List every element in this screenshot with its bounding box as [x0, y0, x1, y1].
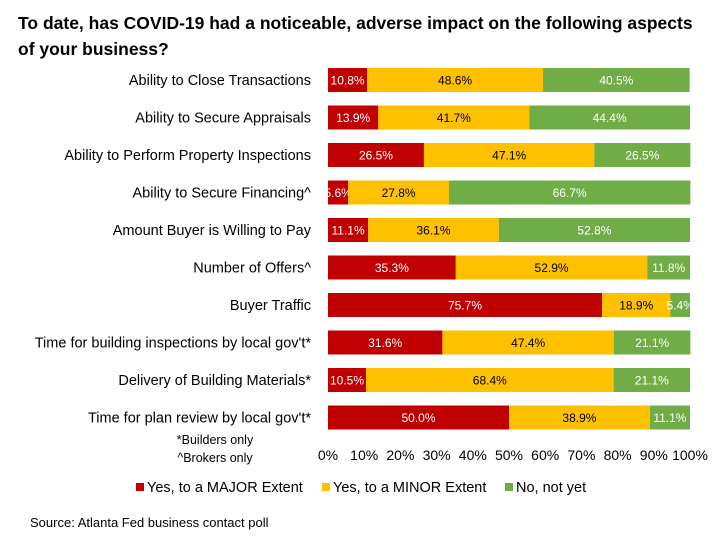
- bar-segment-no: [613, 368, 690, 392]
- data-label: 47.4%: [511, 336, 545, 350]
- x-tick-label: 20%: [386, 447, 414, 463]
- bar-segment-major: [328, 105, 379, 130]
- bar-segment-major: [328, 143, 424, 167]
- bar-segment-no: [670, 293, 690, 317]
- data-label: 11.1%: [653, 411, 686, 425]
- data-label: 68.4%: [473, 374, 507, 388]
- data-label: 27.8%: [382, 186, 416, 200]
- x-tick-label: 30%: [423, 447, 451, 463]
- data-label: 10.5%: [330, 374, 364, 388]
- data-label: 48.6%: [438, 74, 472, 88]
- category-label: Ability to Secure Appraisals: [135, 111, 311, 127]
- data-label: 11.1%: [332, 224, 365, 238]
- bar-segment-no: [448, 180, 691, 205]
- x-tick-label: 40%: [459, 447, 487, 463]
- data-label: 26.5%: [625, 149, 659, 163]
- source-note: Source: Atlanta Fed business contact pol…: [30, 515, 269, 530]
- category-label: Ability to Perform Property Inspections: [64, 148, 311, 164]
- bar-segment-minor: [368, 218, 499, 242]
- bar-segment-minor: [367, 68, 544, 92]
- data-label: 75.7%: [448, 299, 482, 313]
- bar-segment-minor: [442, 330, 614, 355]
- legend-swatch: [136, 483, 144, 491]
- x-tick-label: 0%: [318, 447, 338, 463]
- data-label: 13.9%: [336, 111, 370, 125]
- bar-segment-major: [328, 218, 369, 242]
- data-label: 66.7%: [553, 186, 587, 200]
- legend-label: Yes, to a MINOR Extent: [333, 480, 486, 496]
- data-label: 38.9%: [562, 411, 596, 425]
- data-label: 31.6%: [368, 336, 402, 350]
- category-label: Time for building inspections by local g…: [35, 336, 312, 352]
- data-label: 21.1%: [635, 336, 669, 350]
- category-label: Ability to Secure Financing^: [133, 186, 312, 202]
- bar-segment-no: [649, 405, 690, 430]
- bar-segment-no: [498, 218, 690, 242]
- bar-segment-minor: [602, 293, 671, 317]
- bar-segment-no: [594, 143, 691, 167]
- footnotes: *Builders only ^Brokers only: [140, 431, 290, 467]
- data-label: 5.6%: [324, 186, 352, 200]
- x-tick-label: 10%: [350, 447, 378, 463]
- legend-label: No, not yet: [516, 480, 586, 496]
- footnote-brokers: ^Brokers only: [177, 451, 253, 465]
- bar-segment-major: [328, 330, 443, 355]
- bar-segment-no: [613, 330, 691, 355]
- data-label: 50.0%: [401, 411, 435, 425]
- bar-segment-no: [529, 105, 690, 130]
- data-label: 41.7%: [437, 111, 471, 125]
- bar-segment-major: [328, 293, 603, 317]
- data-label: 5.4%: [667, 299, 695, 313]
- data-label: 52.9%: [535, 261, 569, 275]
- bar-segment-major: [328, 180, 349, 205]
- bar-segment-major: [328, 368, 367, 392]
- data-label: 36.1%: [417, 224, 451, 238]
- bar-segment-minor: [509, 405, 650, 430]
- bar-segment-no: [543, 68, 690, 92]
- data-label: 44.4%: [593, 111, 627, 125]
- category-label: Time for plan review by local gov't*: [88, 411, 311, 427]
- legend-label: Yes, to a MAJOR Extent: [147, 480, 303, 496]
- data-label: 18.9%: [619, 299, 653, 313]
- category-label: Ability to Close Transactions: [129, 73, 311, 89]
- x-tick-label: 60%: [531, 447, 559, 463]
- x-tick-label: 90%: [640, 447, 668, 463]
- bar-segment-major: [328, 68, 368, 92]
- bar-segment-major: [328, 255, 456, 280]
- legend-swatch: [505, 483, 513, 491]
- bar-segment-minor: [423, 143, 595, 167]
- category-label: Number of Offers^: [193, 261, 311, 277]
- data-label: 11.8%: [652, 261, 685, 275]
- bar-segment-minor: [366, 368, 614, 392]
- x-tick-label: 50%: [495, 447, 523, 463]
- data-label: 52.8%: [577, 224, 611, 238]
- category-label: Buyer Traffic: [230, 298, 311, 314]
- bar-segment-no: [647, 255, 690, 280]
- data-label: 21.1%: [635, 374, 669, 388]
- data-label: 40.5%: [599, 74, 633, 88]
- data-label: 35.3%: [375, 261, 409, 275]
- footnote-builders: *Builders only: [176, 433, 254, 447]
- category-label: Amount Buyer is Willing to Pay: [113, 223, 312, 239]
- data-label: 47.1%: [492, 149, 526, 163]
- bar-segment-minor: [378, 105, 530, 130]
- data-label: 26.5%: [359, 149, 393, 163]
- x-tick-label: 80%: [604, 447, 632, 463]
- bar-segment-major: [328, 405, 509, 430]
- x-tick-label: 100%: [672, 447, 708, 463]
- chart-title: To date, has COVID-19 had a noticeable, …: [18, 13, 693, 59]
- data-label: 10.8%: [331, 74, 365, 88]
- category-label: Delivery of Building Materials*: [118, 373, 311, 389]
- bar-segment-minor: [455, 255, 648, 280]
- bar-segment-minor: [348, 180, 449, 205]
- x-tick-label: 70%: [567, 447, 595, 463]
- legend-swatch: [322, 483, 330, 491]
